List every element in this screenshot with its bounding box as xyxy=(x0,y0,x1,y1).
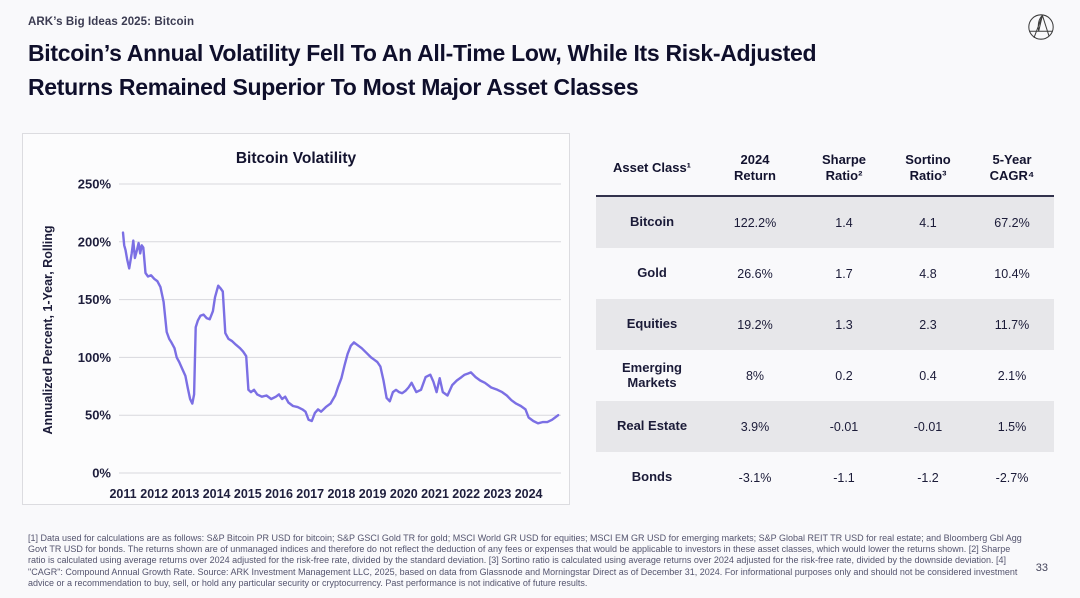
volatility-line-chart: 0%50%100%150%200%250%2011 2012 2013 2014 201… xyxy=(78,177,561,501)
svg-text:2014: 2014 xyxy=(203,487,231,501)
table-row-emerging-markets: Emerging Markets 8% 0.2 0.4 2.1% xyxy=(596,350,1054,401)
cagr-value: -2.7% xyxy=(995,470,1029,485)
column-header-sortino-ratio: Sortino Ratio³ xyxy=(905,152,951,183)
asset-name: Emerging Markets xyxy=(622,359,682,390)
volatility-chart-card: Bitcoin Volatility Annualized Percent, 1… xyxy=(22,133,570,505)
page-title-line-1: Bitcoin’s Annual Volatility Fell To An A… xyxy=(28,40,817,66)
svg-text:2021: 2021 xyxy=(421,487,449,501)
svg-text:2011: 2011 xyxy=(109,487,136,501)
table-header-divider xyxy=(596,195,1054,197)
sortino-value: 4.1 xyxy=(919,215,937,230)
return-value: 19.2% xyxy=(737,317,773,332)
svg-text:2017: 2017 xyxy=(296,487,324,501)
asset-name: Equities xyxy=(626,316,678,332)
cagr-value: 2.1% xyxy=(997,368,1027,383)
svg-text:250%: 250% xyxy=(78,177,112,192)
svg-text:200%: 200% xyxy=(78,234,112,249)
svg-text:2023: 2023 xyxy=(483,487,511,501)
table-row-real-estate: Real Estate 3.9% -0.01 -0.01 1.5% xyxy=(596,401,1054,452)
sharpe-value: 1.4 xyxy=(835,215,853,230)
sortino-value: 4.8 xyxy=(919,266,937,281)
sortino-value: 2.3 xyxy=(919,317,937,332)
svg-text:2018: 2018 xyxy=(327,487,355,501)
asset-name: Real Estate xyxy=(616,418,688,434)
svg-text:50%: 50% xyxy=(85,408,111,423)
page-title: Bitcoin’s Annual Volatility Fell To An A… xyxy=(28,36,817,104)
chart-title: Bitcoin Volatility xyxy=(235,150,357,167)
page-number: 33 xyxy=(1035,562,1048,574)
return-value: 26.6% xyxy=(737,266,773,281)
volatility-series-line xyxy=(121,231,560,425)
svg-text:2013: 2013 xyxy=(171,487,199,501)
svg-text:2016: 2016 xyxy=(265,487,293,501)
return-value: -3.1% xyxy=(738,470,772,485)
return-value: 8% xyxy=(745,368,765,383)
column-header-5-year-cagr: 5-Year CAGR⁴ xyxy=(989,152,1035,183)
return-value: 3.9% xyxy=(740,419,770,434)
cagr-value: 67.2% xyxy=(994,215,1030,230)
cagr-value: 10.4% xyxy=(994,266,1030,281)
svg-text:2022: 2022 xyxy=(452,487,480,501)
svg-text:2012: 2012 xyxy=(140,487,168,501)
svg-text:2019: 2019 xyxy=(359,487,387,501)
table-row-bitcoin: Bitcoin 122.2% 1.4 4.1 67.2% xyxy=(596,197,1054,248)
ark-logo-icon xyxy=(1026,12,1056,42)
return-value: 122.2% xyxy=(733,215,777,230)
column-header-2024-return: 2024 Return xyxy=(734,152,776,183)
asset-name: Bitcoin xyxy=(629,214,675,230)
page-title-line-2: Returns Remained Superior To Most Major … xyxy=(28,74,639,100)
table-header-row: Asset Class¹ 2024 Return Sharpe Ratio² S… xyxy=(596,140,1054,195)
svg-text:150%: 150% xyxy=(78,292,112,307)
sharpe-value: 0.2 xyxy=(835,368,853,383)
table-body: Bitcoin 122.2% 1.4 4.1 67.2% Gold 26.6% … xyxy=(596,197,1054,503)
sharpe-value: -0.01 xyxy=(829,419,859,434)
table-row-bonds: Bonds -3.1% -1.1 -1.2 -2.7% xyxy=(596,452,1054,503)
svg-text:0%: 0% xyxy=(92,466,111,481)
column-header-sharpe-ratio: Sharpe Ratio² xyxy=(821,152,867,183)
column-header-asset-class: Asset Class¹ xyxy=(612,159,692,175)
sortino-value: 0.4 xyxy=(919,368,937,383)
asset-comparison-table: Asset Class¹ 2024 Return Sharpe Ratio² S… xyxy=(596,140,1054,503)
svg-text:2024: 2024 xyxy=(515,487,543,501)
sharpe-value: -1.1 xyxy=(833,470,855,485)
table-row-equities: Equities 19.2% 1.3 2.3 11.7% xyxy=(596,299,1054,350)
footnote-text: [1] Data used for calculations are as fo… xyxy=(28,533,1022,588)
svg-text:100%: 100% xyxy=(78,350,112,365)
asset-name: Gold xyxy=(637,265,667,281)
eyebrow-label: ARK’s Big Ideas 2025: Bitcoin xyxy=(28,16,195,28)
sharpe-value: 1.3 xyxy=(835,317,853,332)
cagr-value: 1.5% xyxy=(997,419,1027,434)
svg-text:2020: 2020 xyxy=(390,487,418,501)
sortino-value: -1.2 xyxy=(917,470,939,485)
sharpe-value: 1.7 xyxy=(835,266,853,281)
cagr-value: 11.7% xyxy=(994,317,1030,332)
svg-text:2015: 2015 xyxy=(234,487,262,501)
table-row-gold: Gold 26.6% 1.7 4.8 10.4% xyxy=(596,248,1054,299)
sortino-value: -0.01 xyxy=(913,419,943,434)
asset-name: Bonds xyxy=(631,469,673,485)
